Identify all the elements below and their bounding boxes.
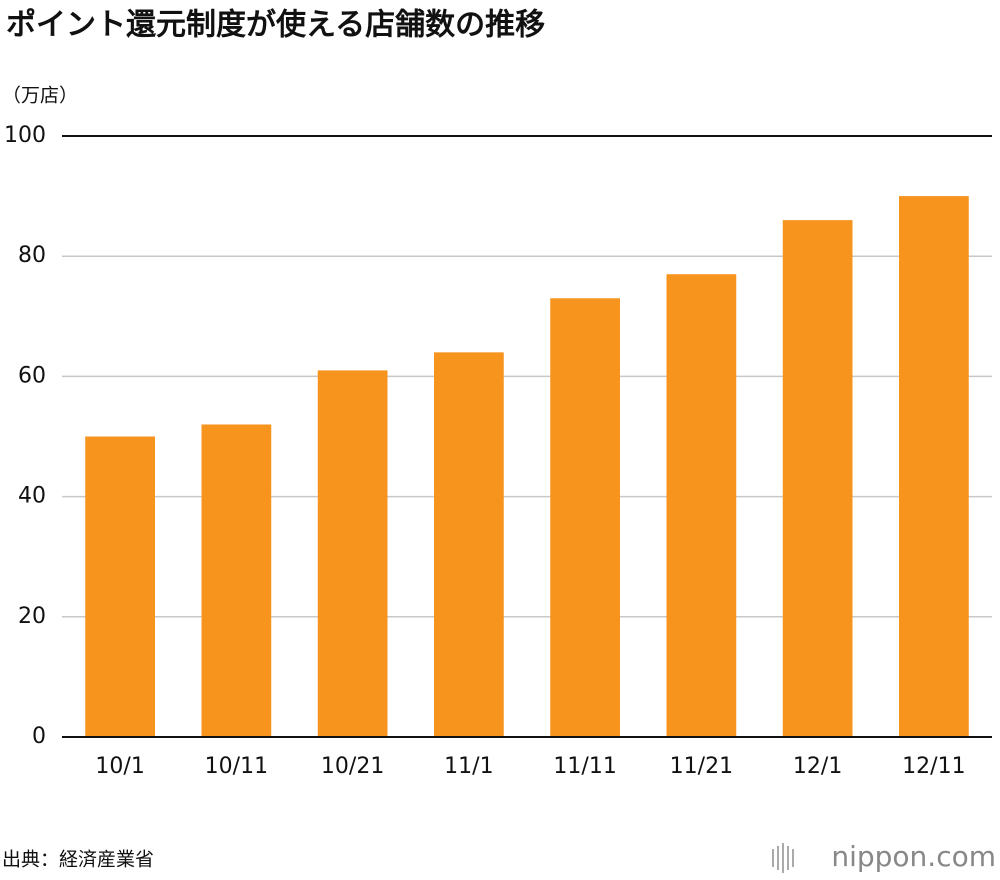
x-tick-label: 12/1: [793, 754, 842, 779]
y-axis-label: （万店）: [2, 85, 78, 107]
y-tick-label: 60: [18, 363, 46, 388]
bar: [317, 370, 388, 737]
y-tick-label: 20: [18, 604, 46, 629]
bar: [434, 352, 504, 737]
logo: nippon.com: [831, 840, 996, 873]
y-tick-label: 100: [4, 123, 46, 148]
bar: [666, 274, 737, 737]
bar: [550, 298, 620, 737]
bar: [201, 424, 272, 737]
y-tick-label: 0: [32, 724, 46, 749]
x-tick-label: 11/1: [444, 754, 493, 779]
x-tick-label: 11/21: [670, 754, 733, 779]
chart-title: ポイント還元制度が使える店舗数の推移: [6, 8, 545, 43]
y-tick-label: 80: [18, 243, 46, 268]
source-note: 出典：経済産業省: [2, 849, 154, 871]
bar: [782, 220, 853, 737]
x-tick-label: 10/21: [321, 754, 384, 779]
y-tick-label: 40: [18, 484, 46, 509]
bar: [899, 196, 969, 738]
x-tick-label: 12/11: [902, 754, 965, 779]
bar: [85, 436, 155, 737]
logo-icon: [772, 843, 794, 873]
x-tick-label: 10/1: [95, 754, 144, 779]
x-tick-label: 11/11: [553, 754, 616, 779]
x-tick-label: 10/11: [205, 754, 268, 779]
